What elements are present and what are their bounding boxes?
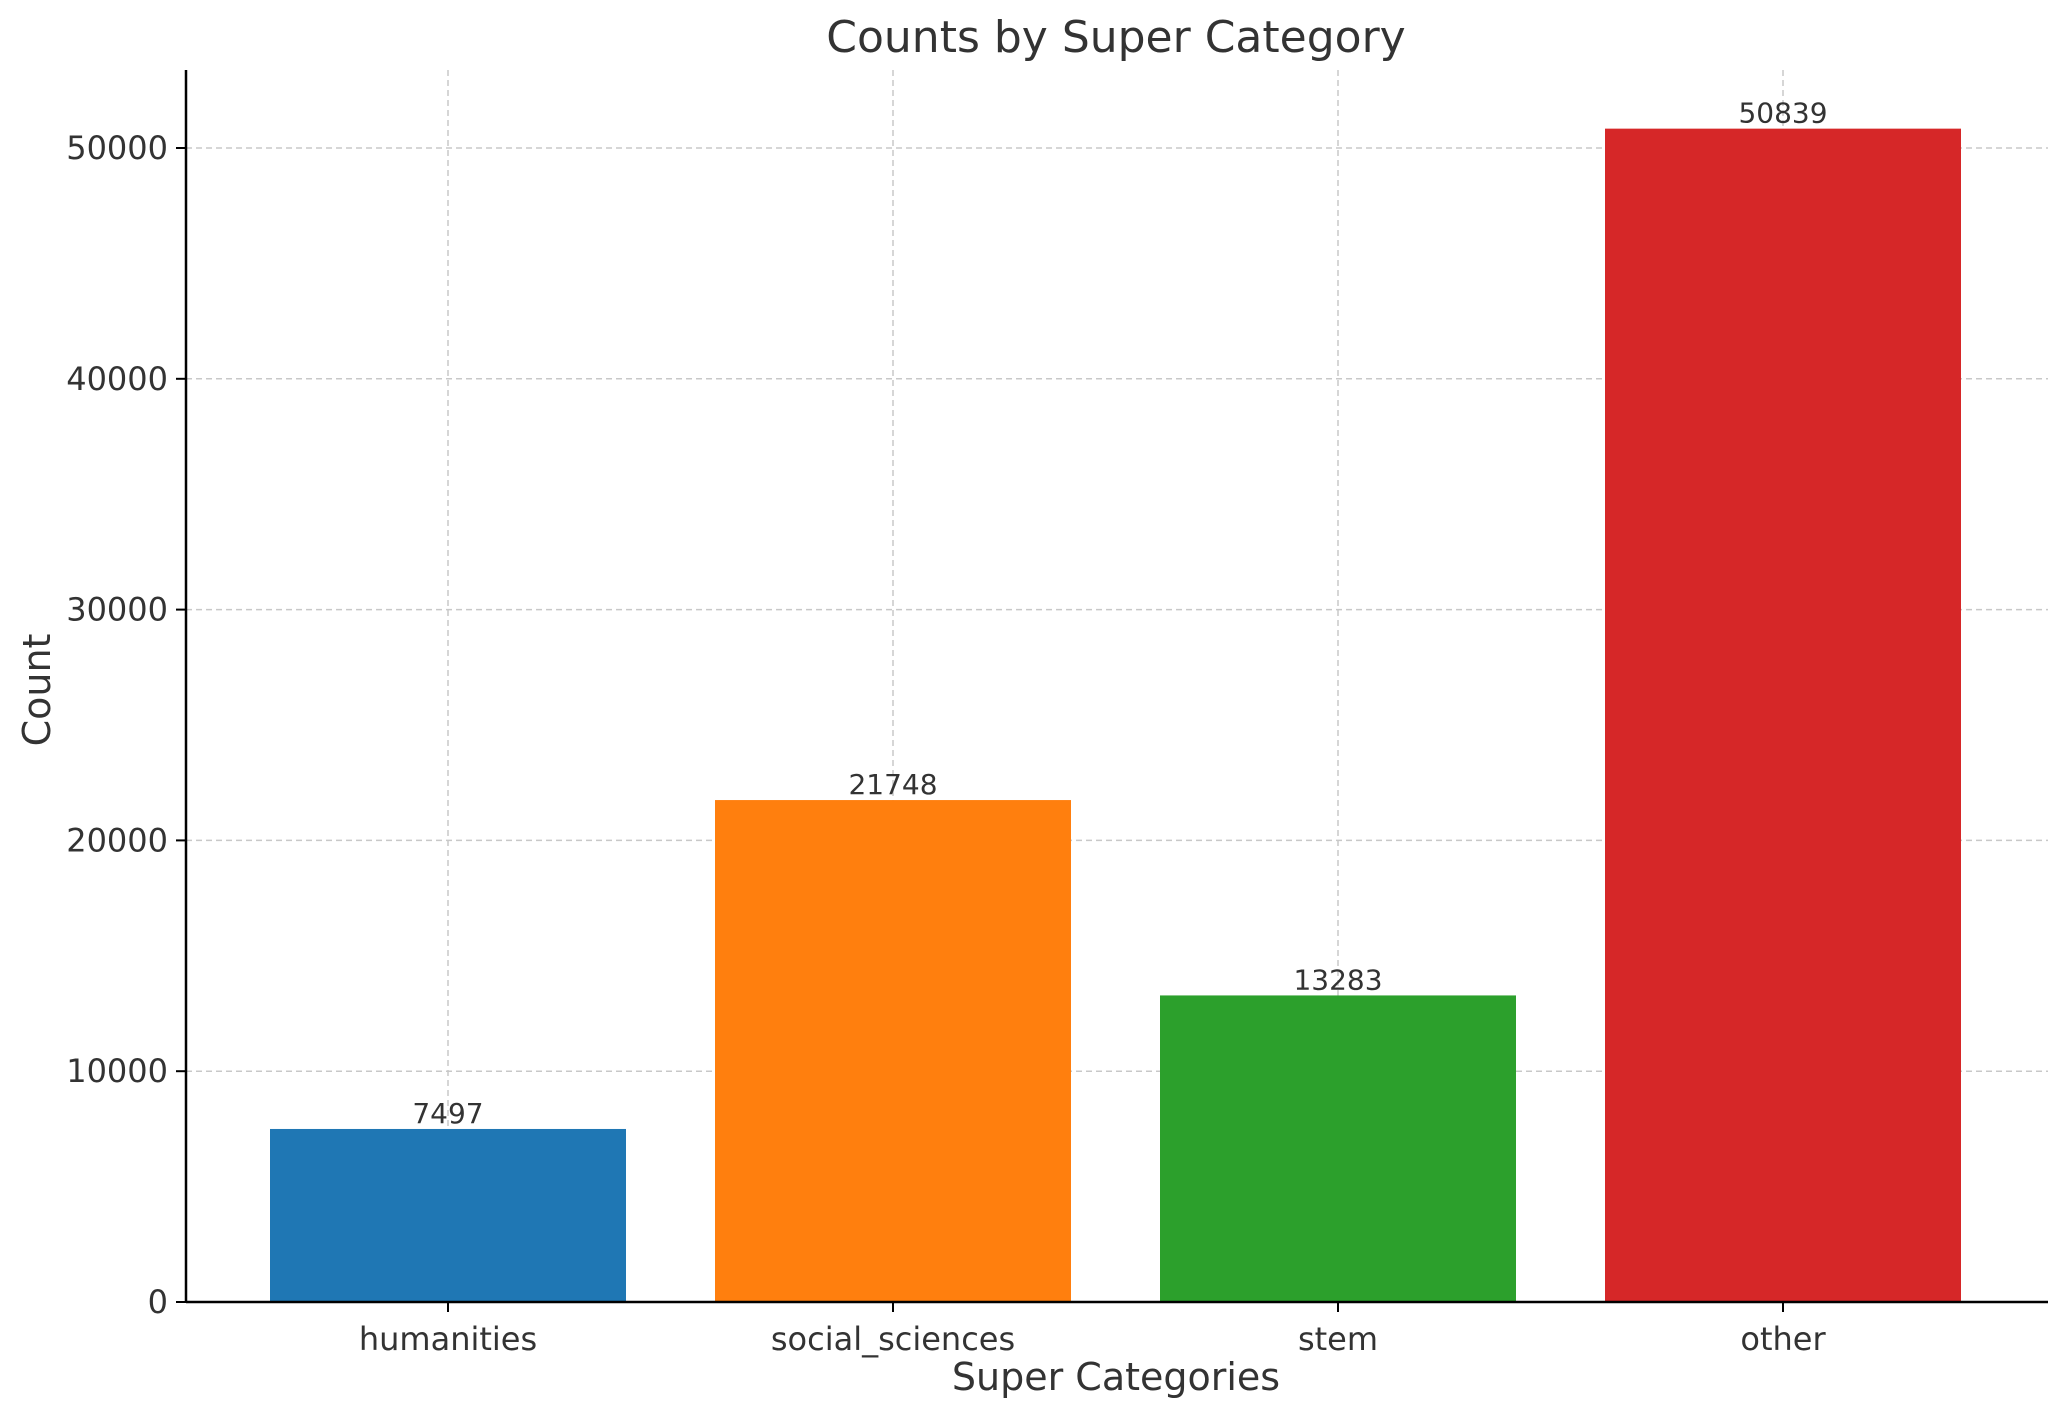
x-tick-label-other: other	[1740, 1320, 1826, 1358]
bar-humanities	[270, 1128, 626, 1302]
bar-other	[1605, 128, 1961, 1303]
bars-layer	[270, 128, 1961, 1303]
x-tick-label-stem: stem	[1298, 1320, 1378, 1358]
grid-layer	[186, 70, 2048, 1302]
y-tick-label: 20000	[66, 821, 168, 859]
bar-stem	[1160, 995, 1516, 1302]
y-tick-label: 10000	[66, 1052, 168, 1090]
data-labels-layer: 7497 21748 13283 50839	[412, 97, 1827, 1130]
data-label-other: 50839	[1738, 97, 1827, 130]
ticks-layer: 0 10000 20000 30000 40000 50000 humanities soci…	[66, 129, 1826, 1358]
x-tick-label-humanities: humanities	[359, 1320, 537, 1358]
y-tick-label: 0	[148, 1283, 168, 1321]
x-tick-label-social_sciences: social_sciences	[771, 1320, 1015, 1358]
y-tick-label: 40000	[66, 360, 168, 398]
data-label-social_sciences: 21748	[848, 768, 937, 801]
x-axis-title: Super Categories	[952, 1355, 1280, 1399]
chart-title: Counts by Super Category	[826, 12, 1405, 63]
y-tick-label: 30000	[66, 591, 168, 629]
y-tick-label: 50000	[66, 129, 168, 167]
axes-layer	[184, 70, 2048, 1304]
data-label-stem: 13283	[1293, 963, 1382, 996]
bar-social_sciences	[715, 800, 1071, 1302]
data-label-humanities: 7497	[412, 1097, 483, 1130]
y-axis-title: Count	[15, 634, 59, 747]
